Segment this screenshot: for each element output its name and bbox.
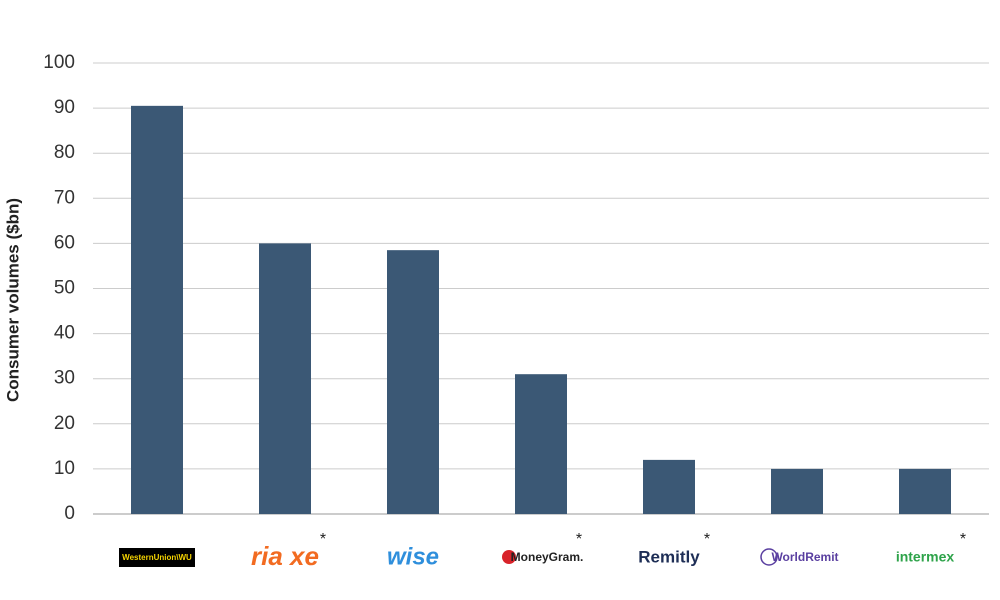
logo-background xyxy=(119,548,195,567)
y-tick-label: 100 xyxy=(43,52,75,73)
y-axis-label: Consumer volumes ($bn) xyxy=(3,198,22,402)
x-tick-label: intermex xyxy=(896,549,955,565)
bar xyxy=(387,250,439,515)
footnote-mark: * xyxy=(576,531,582,548)
y-tick-label: 70 xyxy=(54,187,75,208)
y-tick-label: 80 xyxy=(54,142,75,163)
logo-icon xyxy=(760,548,778,566)
y-tick-label: 10 xyxy=(54,458,75,479)
logo-icon xyxy=(502,550,516,564)
y-tick-label: 60 xyxy=(54,232,75,253)
y-tick-label: 40 xyxy=(54,323,75,344)
x-tick-label: WorldRemit xyxy=(771,550,838,564)
bar xyxy=(515,374,567,514)
y-tick-label: 50 xyxy=(54,278,75,299)
bar xyxy=(771,468,823,514)
y-tick-label: 0 xyxy=(64,503,75,524)
x-tick-label: MoneyGram. xyxy=(511,550,584,564)
x-tick-label: ria xe xyxy=(251,541,319,571)
x-tick-label: wise xyxy=(387,543,439,570)
x-tick-label: WesternUnion\WU xyxy=(122,553,192,562)
x-tick-label: Remitly xyxy=(638,547,700,566)
bar xyxy=(643,459,695,514)
footnote-mark: * xyxy=(320,531,326,548)
y-tick-label: 90 xyxy=(54,97,75,118)
bar xyxy=(131,105,183,514)
bar xyxy=(259,243,311,514)
y-tick-label: 30 xyxy=(54,368,75,389)
footnote-mark: * xyxy=(960,531,966,548)
footnote-mark: * xyxy=(704,531,710,548)
bar xyxy=(899,468,951,514)
y-tick-label: 20 xyxy=(54,413,75,434)
